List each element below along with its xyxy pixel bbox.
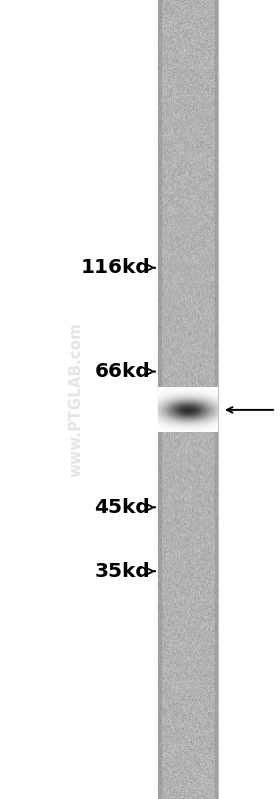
Text: 116kd: 116kd <box>80 258 150 277</box>
Bar <box>158 0 161 799</box>
Text: www.PTGLAB.com: www.PTGLAB.com <box>68 322 83 477</box>
Bar <box>215 0 218 799</box>
Text: 35kd: 35kd <box>94 562 150 581</box>
Text: 45kd: 45kd <box>94 498 150 517</box>
Text: 66kd: 66kd <box>94 362 150 381</box>
